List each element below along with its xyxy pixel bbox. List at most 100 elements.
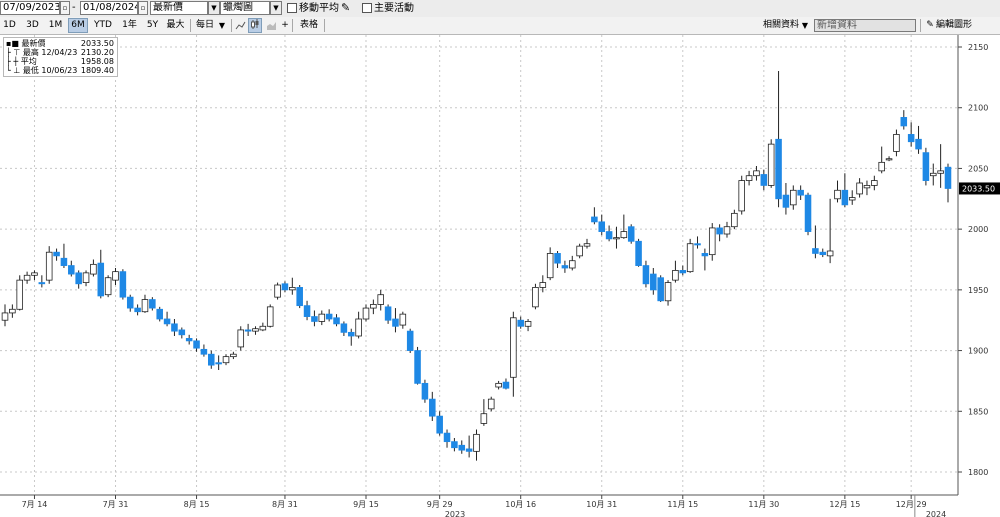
x-tick-label: 8月 15 bbox=[184, 500, 210, 509]
candle-body bbox=[679, 270, 687, 274]
candle-body bbox=[230, 353, 237, 358]
candle bbox=[495, 380, 502, 390]
toolbar-divider bbox=[292, 19, 293, 32]
candle-body bbox=[922, 152, 930, 181]
candle bbox=[45, 246, 53, 284]
candle-body bbox=[487, 398, 495, 410]
candle-body bbox=[546, 253, 554, 279]
moving-average-checkbox[interactable] bbox=[287, 3, 297, 13]
candle bbox=[627, 224, 635, 244]
candle bbox=[185, 334, 193, 345]
add-indicator-button[interactable]: + bbox=[281, 20, 289, 30]
candle bbox=[554, 251, 561, 268]
candle-body bbox=[812, 248, 819, 254]
frequency-select[interactable]: 每日 bbox=[195, 20, 214, 30]
start-date-calendar-icon[interactable]: ▫ bbox=[60, 1, 70, 15]
chart-mode-area-button[interactable] bbox=[264, 18, 278, 33]
candle-body bbox=[738, 180, 745, 212]
candle-body bbox=[156, 308, 163, 320]
candle bbox=[274, 282, 281, 300]
period-3d-button[interactable]: 3D bbox=[26, 20, 39, 30]
candle bbox=[149, 297, 156, 311]
candle-body bbox=[944, 166, 952, 189]
candlestick-icon bbox=[251, 19, 259, 29]
edit-chart-icon[interactable]: ✎ bbox=[926, 20, 934, 30]
frequency-dropdown-icon[interactable]: ▼ bbox=[218, 21, 226, 30]
candle-body bbox=[9, 308, 16, 314]
edit-chart-button[interactable]: 編輯圖形 bbox=[936, 20, 973, 30]
toolbar-divider bbox=[231, 19, 232, 32]
candle-body bbox=[97, 262, 105, 297]
candle-body bbox=[465, 448, 473, 452]
candle bbox=[333, 314, 340, 327]
legend-low-icon: └ ⊥ bbox=[6, 66, 21, 75]
candle bbox=[193, 338, 200, 352]
chart-mode-line-button[interactable] bbox=[234, 18, 247, 33]
x-tick-label: 10月 31 bbox=[586, 500, 617, 509]
candle-body bbox=[274, 284, 281, 298]
candle bbox=[569, 255, 576, 271]
candle-body bbox=[406, 330, 414, 351]
candle-body bbox=[289, 287, 296, 291]
candle bbox=[672, 260, 679, 283]
candle bbox=[561, 260, 569, 273]
price-field-dropdown-icon[interactable]: ▼ bbox=[208, 1, 220, 15]
candle bbox=[856, 178, 863, 198]
candle-body bbox=[104, 277, 112, 296]
start-date-input[interactable]: 07/09/2023 bbox=[0, 1, 60, 15]
legend-last-value: 2033.50 bbox=[80, 39, 114, 48]
new-data-input[interactable]: 新增資料 bbox=[814, 19, 916, 32]
candles bbox=[1, 71, 952, 461]
end-date-input[interactable]: 01/08/2024 bbox=[80, 1, 138, 15]
candle bbox=[38, 275, 46, 288]
related-data-dropdown-icon[interactable]: ▼ bbox=[801, 21, 809, 30]
chart-style-dropdown-icon[interactable]: ▼ bbox=[270, 1, 282, 15]
period-1d-button[interactable]: 1D bbox=[3, 20, 16, 30]
candle-body bbox=[753, 170, 760, 177]
pencil-icon[interactable]: ✎ bbox=[341, 1, 351, 14]
candle-body bbox=[929, 172, 937, 177]
candle bbox=[370, 299, 377, 315]
candle-body bbox=[539, 282, 547, 288]
candle-body bbox=[878, 161, 885, 172]
end-date-calendar-icon[interactable]: ▫ bbox=[138, 1, 148, 15]
candle bbox=[9, 304, 16, 318]
candle-body bbox=[760, 174, 768, 186]
candle-body bbox=[141, 299, 149, 313]
last-price-tag bbox=[959, 182, 1000, 195]
candle-body bbox=[517, 319, 524, 327]
date-separator: - bbox=[72, 2, 76, 13]
candle-body bbox=[907, 134, 915, 143]
price-field-select[interactable]: 最新價 bbox=[150, 1, 208, 15]
candle bbox=[510, 311, 517, 397]
candle bbox=[532, 283, 539, 310]
candle bbox=[340, 321, 348, 336]
candle bbox=[75, 270, 82, 289]
key-events-checkbox[interactable] bbox=[362, 3, 372, 13]
x-tick-label: 10月 16 bbox=[505, 500, 536, 509]
candle-body bbox=[701, 253, 709, 257]
period-5y-button[interactable]: 5Y bbox=[146, 20, 159, 30]
related-data-button[interactable]: 相關資料 bbox=[762, 20, 799, 30]
table-button[interactable]: 表格 bbox=[299, 20, 318, 30]
period-ytd-button[interactable]: YTD bbox=[94, 20, 112, 30]
candle bbox=[90, 259, 97, 277]
period-1y-button[interactable]: 1年 bbox=[122, 20, 137, 30]
candle-body bbox=[281, 283, 289, 291]
candle-body bbox=[819, 251, 827, 256]
candle bbox=[885, 156, 893, 162]
candle bbox=[252, 326, 259, 335]
period-max-button[interactable]: 最大 bbox=[166, 20, 185, 30]
period-1m-button[interactable]: 1M bbox=[48, 20, 63, 30]
y-tick-label: 2000 bbox=[968, 225, 988, 234]
candle-body bbox=[45, 251, 53, 281]
chart-style-select[interactable]: 蠟燭圖 bbox=[220, 1, 270, 15]
candle-body bbox=[185, 338, 193, 342]
period-6m-button[interactable]: 6M bbox=[68, 18, 88, 33]
candle bbox=[112, 268, 119, 285]
legend-low-value: 1809.40 bbox=[80, 66, 114, 75]
chart-mode-candle-button[interactable] bbox=[248, 18, 262, 33]
legend-row-low: └ ⊥ 最低 10/06/23 bbox=[6, 66, 77, 75]
candle-body bbox=[399, 313, 407, 326]
candle bbox=[745, 170, 753, 186]
